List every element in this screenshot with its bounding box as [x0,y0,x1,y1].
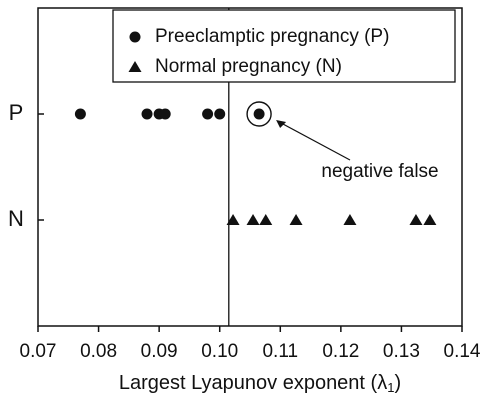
point [159,108,171,120]
point [253,108,265,120]
x-tick-label: 0.11 [262,341,298,362]
plot-frame [37,7,463,327]
annotation: negative false [321,161,438,182]
y-tick-label: N [8,206,24,231]
point [214,108,226,120]
annotation-arrow [280,122,351,161]
legend-label: Normal pregnancy (N) [155,56,342,77]
x-axis-label-part: Largest Lyapunov exponent (λ [119,372,387,394]
point [343,214,357,225]
point [141,108,153,120]
highlight-ring [246,101,272,127]
x-tick-label: 0.13 [383,341,420,362]
x-axis-label: Largest Lyapunov exponent (λ1) [119,372,401,395]
x-tick-label: 0.09 [141,341,178,362]
point [74,108,86,120]
x-tick-label: 0.12 [322,341,359,362]
legend-marker [128,61,142,72]
point [289,214,303,225]
point [423,214,437,225]
x-axis-label-part: 1 [387,380,394,395]
x-tick-label: 0.07 [20,341,57,362]
x-tick-label: 0.10 [201,341,238,362]
legend-box [112,9,456,83]
legend-label: Preeclamptic pregnancy (P) [155,26,389,47]
point [202,108,214,120]
x-axis-label-part: ) [394,372,401,394]
point [246,214,260,225]
point [409,214,423,225]
legend-marker [129,31,141,43]
point [226,214,240,225]
annotation-arrowhead [276,120,287,128]
y-tick-label: P [9,100,24,125]
point [259,214,273,225]
x-tick-label: 0.08 [80,341,117,362]
x-tick-label: 0.14 [444,341,481,362]
